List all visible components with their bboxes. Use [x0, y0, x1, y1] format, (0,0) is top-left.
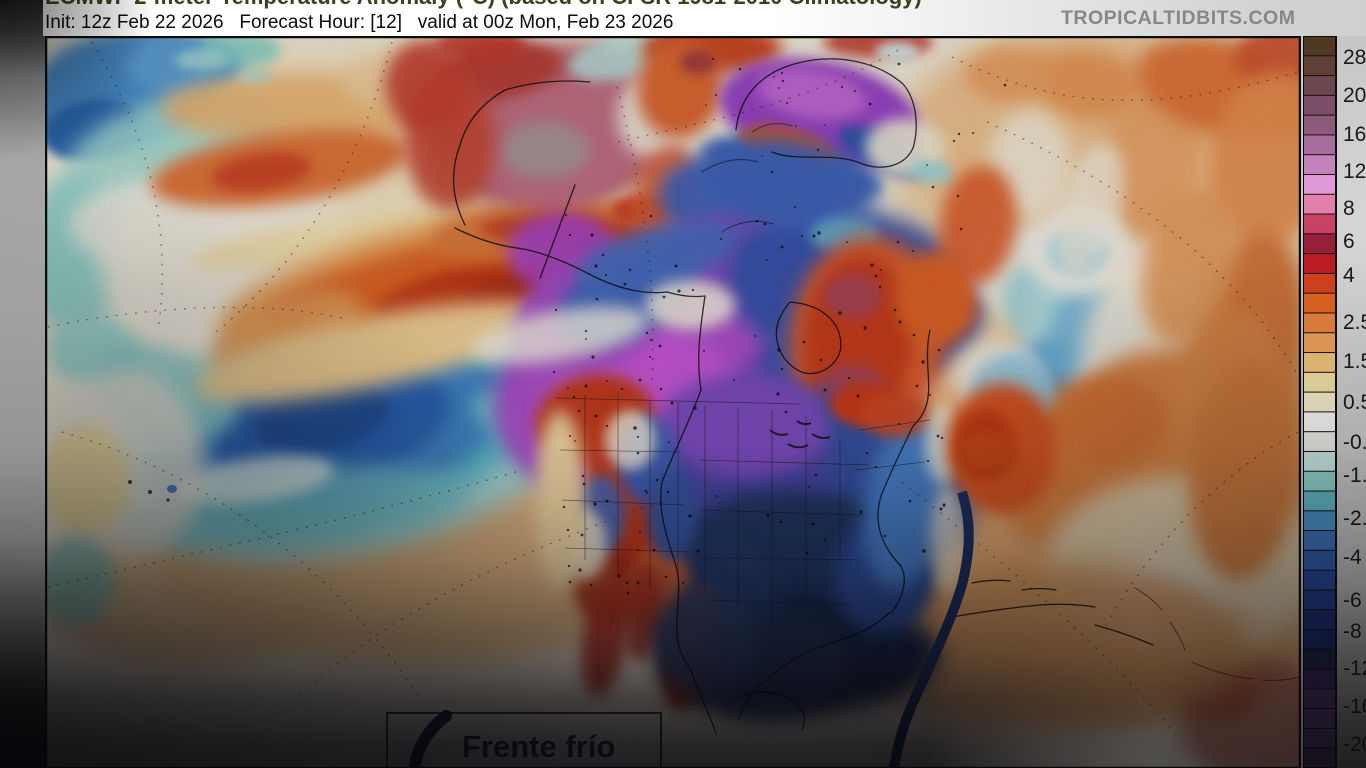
svg-text:20: 20: [1343, 84, 1366, 107]
svg-text:-6: -6: [1343, 589, 1362, 612]
svg-text:1.5: 1.5: [1343, 350, 1366, 373]
svg-text:-12: -12: [1343, 657, 1366, 680]
svg-text:16: 16: [1343, 123, 1366, 146]
svg-text:-20: -20: [1343, 733, 1366, 756]
svg-text:-16: -16: [1343, 695, 1366, 718]
svg-text:6: 6: [1343, 230, 1355, 253]
svg-text:-8: -8: [1343, 620, 1362, 643]
svg-text:0.5: 0.5: [1343, 391, 1366, 414]
svg-text:12: 12: [1343, 160, 1366, 183]
svg-text:4: 4: [1343, 264, 1355, 287]
svg-text:-1.5: -1.5: [1343, 464, 1366, 487]
svg-text:8: 8: [1343, 197, 1355, 220]
svg-text:28: 28: [1343, 46, 1366, 69]
svg-text:-4: -4: [1343, 546, 1362, 569]
svg-text:-0.5: -0.5: [1343, 431, 1366, 454]
svg-text:2.5: 2.5: [1343, 311, 1366, 334]
svg-text:-2.5: -2.5: [1343, 507, 1366, 530]
